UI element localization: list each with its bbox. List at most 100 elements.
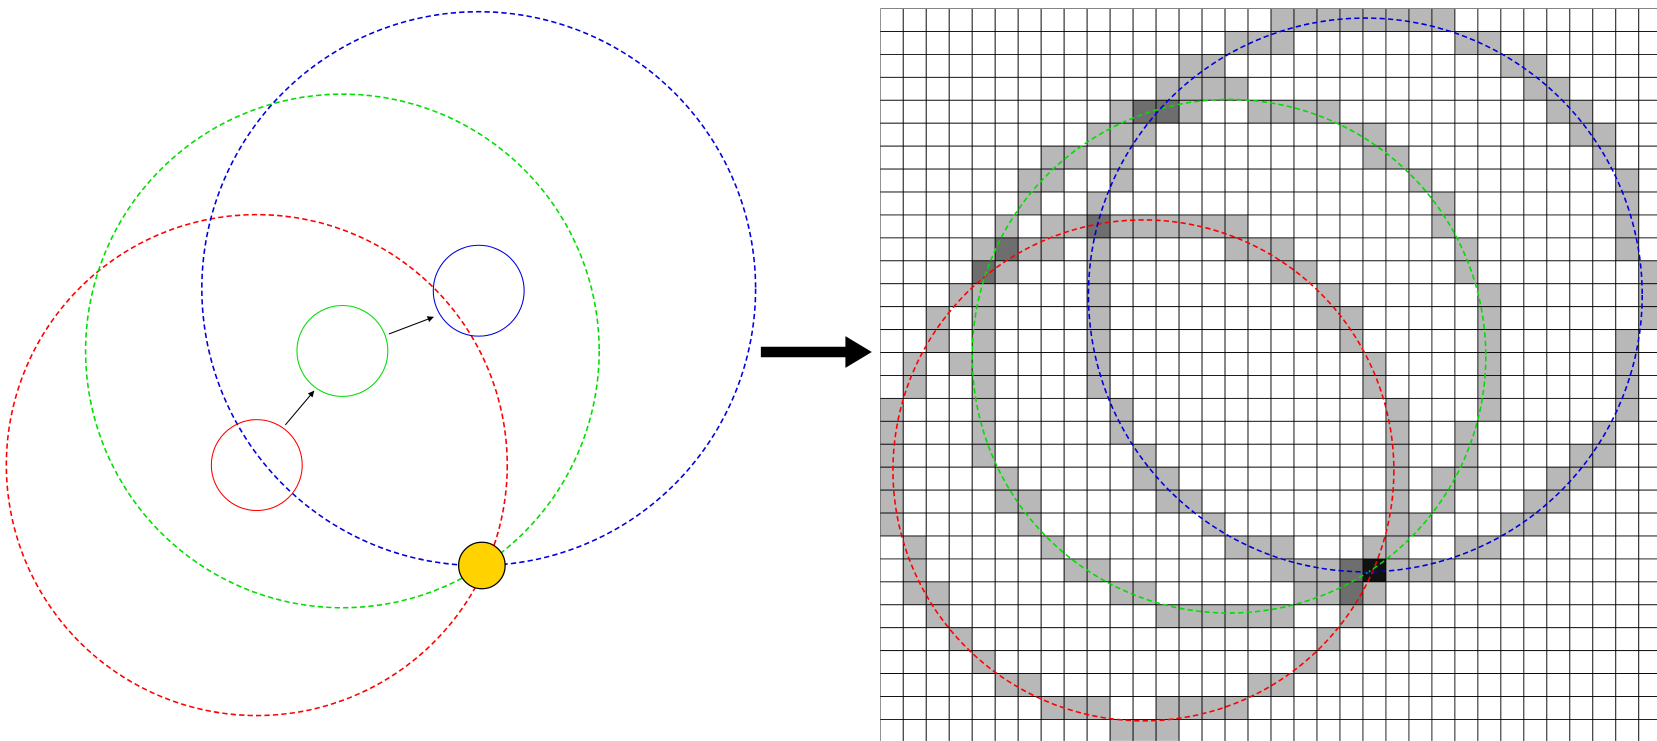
grid-cell <box>971 696 996 720</box>
grid-cell <box>1132 352 1157 376</box>
grid-cell <box>1132 466 1157 491</box>
grid-cell <box>994 31 1019 55</box>
grid-cell <box>1316 512 1341 537</box>
grid-cell <box>1155 512 1180 537</box>
grid-cell <box>1385 168 1410 193</box>
grid-cell <box>1615 329 1640 353</box>
grid-cell <box>1201 719 1226 741</box>
grid-cell <box>1247 214 1272 239</box>
grid-cell <box>1477 512 1502 537</box>
grid-cell <box>948 76 973 101</box>
grid-cell <box>880 76 904 101</box>
grid-cell <box>1270 329 1295 353</box>
grid-cell <box>1408 76 1433 101</box>
grid-cell <box>1431 420 1456 445</box>
grid-cell <box>1592 237 1617 262</box>
red-dashed-circle <box>5 213 509 717</box>
grid-cell <box>880 31 904 55</box>
grid-cell <box>1155 145 1180 170</box>
grid-cell <box>1546 535 1571 560</box>
grid-cell <box>1040 191 1065 216</box>
grid-cell <box>1615 535 1640 560</box>
grid-cell <box>1385 696 1410 720</box>
grid-cell <box>1247 306 1272 331</box>
grid-cell <box>1546 306 1571 331</box>
grid-cell <box>971 329 996 353</box>
grid-cell <box>1270 650 1295 675</box>
grid-cell <box>1431 581 1456 606</box>
grid-cell <box>925 512 950 537</box>
grid-cell <box>1615 54 1640 78</box>
grid-cell <box>1017 329 1042 353</box>
grid-cell <box>1362 604 1387 629</box>
grid-cell <box>1132 8 1157 32</box>
grid-cell <box>1362 420 1387 445</box>
grid-cell <box>1086 627 1111 652</box>
grid-cell <box>1040 673 1065 697</box>
grid-cell <box>1523 260 1548 285</box>
grid-cell <box>925 650 950 675</box>
grid-cell <box>1523 558 1548 583</box>
grid-cell <box>1546 719 1571 741</box>
grid-cell <box>1569 214 1594 239</box>
grid-cell <box>1155 99 1180 124</box>
grid-cell <box>1592 99 1617 124</box>
grid-cell <box>1247 558 1272 583</box>
grid-cell <box>1408 673 1433 697</box>
grid-cell <box>1017 535 1042 560</box>
grid-cell <box>1155 466 1180 491</box>
grid-cell <box>1224 420 1249 445</box>
grid-cell <box>1615 8 1640 32</box>
grid-cell <box>1293 145 1318 170</box>
grid-cell <box>1454 122 1479 147</box>
grid-cell <box>994 168 1019 193</box>
grid-cell <box>948 191 973 216</box>
grid-cell <box>1155 420 1180 445</box>
grid-cell <box>1523 283 1548 308</box>
grid-cell <box>1017 8 1042 32</box>
grid-cell <box>880 466 904 491</box>
grid-cell <box>880 558 904 583</box>
grid-cell <box>948 673 973 697</box>
grid-cell <box>1500 535 1525 560</box>
grid-cell <box>1316 719 1341 741</box>
grid-cell <box>1500 719 1525 741</box>
grid-cell <box>1201 466 1226 491</box>
grid-cell <box>902 329 927 353</box>
grid-cell <box>1638 99 1657 124</box>
grid-cell <box>1638 650 1657 675</box>
grid-cell <box>1339 397 1364 422</box>
grid-cell <box>1546 604 1571 629</box>
grid-cell <box>1638 489 1657 514</box>
grid-cell <box>1293 122 1318 147</box>
grid-cell <box>948 375 973 399</box>
grid-cell <box>1040 397 1065 422</box>
grid-cell <box>1109 306 1134 331</box>
grid-cell <box>1086 466 1111 491</box>
grid-cell <box>1615 627 1640 652</box>
grid-cell <box>1086 673 1111 697</box>
grid-cell <box>1247 122 1272 147</box>
grid-cell <box>1477 650 1502 675</box>
grid-cell <box>1040 627 1065 652</box>
dashed-circle <box>892 219 1395 722</box>
grid-cell <box>1247 696 1272 720</box>
grid-cell <box>1569 76 1594 101</box>
grid-cell <box>1316 8 1341 32</box>
grid-cell <box>1063 237 1088 262</box>
grid-cell <box>1592 466 1617 491</box>
grid-cell <box>1086 283 1111 308</box>
grid-cell <box>1592 650 1617 675</box>
grid-cell <box>1040 489 1065 514</box>
grid-cell <box>1224 260 1249 285</box>
grid-cell <box>1408 650 1433 675</box>
grid-cell <box>925 191 950 216</box>
grid-cell <box>880 122 904 147</box>
grid-cell <box>1293 558 1318 583</box>
grid-cell <box>1615 31 1640 55</box>
grid-cell <box>925 443 950 468</box>
grid-cell <box>1638 8 1657 32</box>
grid-cell <box>1270 237 1295 262</box>
grid-cell <box>1454 627 1479 652</box>
grid-cell <box>1086 214 1111 239</box>
